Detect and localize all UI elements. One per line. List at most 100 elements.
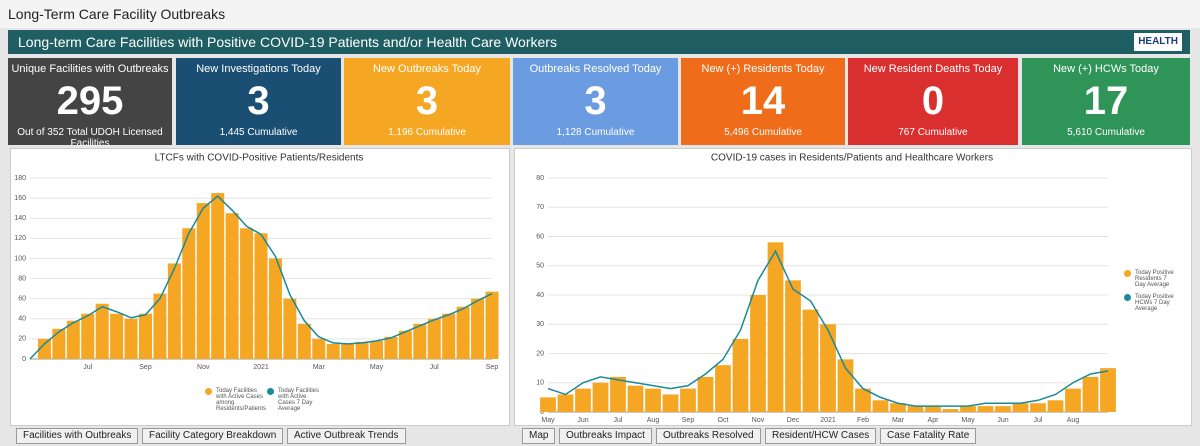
bar [297,323,311,359]
card: Unique Facilities with Outbreaks 295 Out o… [8,58,172,149]
bar [268,258,282,359]
bar [680,388,696,412]
bar [645,388,661,412]
banner: Long-term Care Facilities with Positive … [8,30,1190,54]
tab[interactable]: Facility Category Breakdown [142,428,284,444]
card-sub: Out of 352 Total UDOH Licensed Facilitie… [17,127,163,149]
card-label: Outbreaks Resolved Today [529,63,662,75]
legend-label: Today Facilities with Active Cases among… [216,388,267,412]
card-label: New (+) Residents Today [701,63,825,75]
card-value: 0 [921,79,945,123]
x-tick-label: Aug [1067,417,1080,424]
x-tick-label: Nov [752,417,765,424]
y-tick-label: 60 [18,296,26,303]
tab[interactable]: Active Outbreak Trends [287,428,406,444]
bar [456,306,470,359]
x-tick-label: Mar [313,364,326,371]
x-tick-label: May [541,417,555,424]
x-tick-label: Aug [647,417,660,424]
bar [196,203,210,359]
x-tick-label: Jul [430,364,439,371]
bar [697,376,714,412]
x-tick-label: Sep [486,364,499,371]
legend-swatch [267,388,274,395]
bar [662,394,679,412]
bar [341,343,355,359]
bar [167,263,181,359]
bar [384,336,398,359]
bar [124,318,138,359]
x-tick-label: 2021 [820,417,836,424]
legend-item: Today Facilities with Active Cases among… [205,388,267,412]
tab[interactable]: Map [522,428,556,444]
x-tick-label: Jun [577,417,588,424]
bar [1030,403,1046,412]
x-tick-label: Apr [928,417,940,424]
bar [1082,376,1099,412]
bar [732,338,749,412]
bar [785,280,801,412]
bar [907,406,924,412]
legend-item: Today Positive Residents 7 Day Average [1124,270,1174,288]
card-sub: 5,496 Cumulative [724,127,802,138]
y-tick-label: 80 [18,275,26,282]
x-tick-label: Mar [892,417,905,424]
legend-swatch [205,388,212,395]
tab[interactable]: Outbreaks Resolved [656,428,761,444]
bar [95,303,109,359]
x-tick-label: 2021 [253,364,269,371]
bar [960,406,976,412]
tab[interactable]: Case Fatality Rate [880,428,977,444]
tab[interactable]: Facilities with Outbreaks [16,428,139,444]
chart-title: LTCFs with COVID-Positive Patients/Resid… [155,153,364,164]
bar [355,341,369,359]
bar [283,298,297,359]
card-label: Unique Facilities with Outbreaks [11,63,169,75]
bar [977,406,994,412]
x-tick-label: Feb [857,417,869,424]
bar [52,328,66,359]
header-title: Long-Term Care Facility Outbreaks [0,0,1200,28]
x-tick-label: Sep [139,364,152,371]
card-label: New Resident Deaths Today [863,63,1003,75]
bar [610,376,626,412]
x-tick-label: May [370,364,384,371]
y-tick-label: 50 [536,263,544,270]
card-value: 295 [56,79,124,123]
card-value: 14 [740,79,786,123]
banner-title: Long-term Care Facilities with Positive … [18,34,557,50]
y-tick-label: 40 [18,316,26,323]
card-sub: 1,445 Cumulative [219,127,298,138]
bar [750,295,766,412]
tab[interactable]: Outbreaks Impact [559,428,652,444]
x-tick-label: Jun [997,417,1008,424]
bar [872,400,889,412]
chart-title: COVID-19 cases in Residents/Patients and… [711,153,993,164]
bar [855,388,871,412]
legend-swatch [1124,294,1131,301]
bar [370,340,383,359]
bar [225,213,239,359]
card-value: 3 [415,79,439,123]
bar [942,409,959,412]
bar [139,313,152,359]
y-tick-label: 100 [14,255,26,262]
bar [442,313,456,359]
card-label: New Investigations Today [196,63,321,75]
y-tick-label: 0 [540,409,544,416]
tab[interactable]: Resident/HCW Cases [765,428,877,444]
bar [211,193,225,359]
bar [81,313,95,359]
bar [890,403,906,412]
x-tick-label: Jul [83,364,92,371]
bar [592,382,609,412]
bar [575,388,591,412]
bar [66,320,80,359]
bar [995,406,1011,412]
x-tick-label: Oct [718,417,729,424]
bar [820,324,836,412]
bar [627,385,644,412]
card-value: 3 [247,79,270,123]
y-tick-label: 120 [14,235,26,242]
bar [182,228,196,359]
